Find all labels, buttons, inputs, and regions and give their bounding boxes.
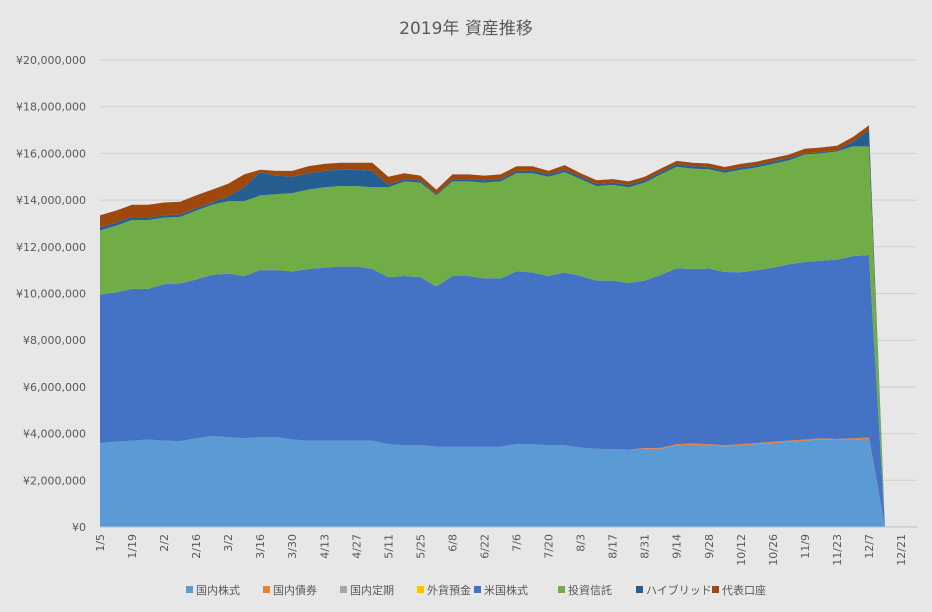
y-tick-label: ¥6,000,000: [23, 381, 86, 394]
legend-swatch: [417, 586, 424, 593]
legend-label: 外貨預金: [427, 583, 471, 597]
x-tick-label: 6/22: [478, 534, 491, 559]
legend-swatch: [474, 586, 481, 593]
legend: 国内株式 国内債券 国内定期 外貨預金 米国株式 投資信託 ハイブリッド 代表口座: [186, 583, 766, 597]
x-tick-label: 7/20: [543, 534, 556, 559]
legend-swatch: [340, 586, 347, 593]
y-tick-label: ¥8,000,000: [23, 334, 86, 347]
chart-title: 2019年 資産推移: [399, 19, 533, 39]
x-axis: 1/5 1/19 2/2 2/16 3/2 3/16 3/30 4/13 4/27 5/11 5/2…: [94, 526, 917, 566]
legend-item: ハイブリッド: [636, 583, 712, 597]
legend-label: 国内定期: [350, 583, 394, 597]
legend-label: 国内株式: [196, 583, 240, 597]
legend-item: 国内債券: [263, 583, 317, 597]
legend-swatch: [263, 586, 270, 593]
y-tick-label: ¥4,000,000: [23, 428, 86, 441]
legend-swatch: [636, 586, 643, 593]
x-tick-label: 3/30: [286, 534, 299, 559]
y-axis: ¥0 ¥2,000,000 ¥4,000,000 ¥6,000,000 ¥8,000,0…: [16, 54, 86, 534]
x-tick-label: 2/2: [158, 534, 171, 552]
legend-item: 投資信託: [558, 583, 612, 597]
legend-label: 米国株式: [484, 583, 528, 597]
x-tick-label: 12/21: [895, 534, 908, 566]
legend-item: 国内株式: [186, 583, 240, 597]
legend-swatch: [712, 586, 719, 593]
x-tick-label: 2/16: [190, 534, 203, 559]
legend-item: 米国株式: [474, 583, 528, 597]
x-tick-label: 7/6: [511, 534, 524, 552]
x-tick-label: 8/31: [639, 534, 652, 559]
legend-label: ハイブリッド: [646, 583, 712, 597]
series-area-米国株式: [100, 254, 885, 527]
x-tick-label: 1/5: [94, 534, 107, 552]
x-tick-label: 6/8: [446, 534, 459, 552]
y-tick-label: ¥2,000,000: [23, 474, 86, 487]
series-area-投資信託: [100, 146, 885, 527]
y-tick-label: ¥12,000,000: [16, 241, 86, 254]
legend-item: 代表口座: [712, 583, 766, 597]
x-tick-label: 10/26: [767, 534, 780, 566]
x-tick-label: 11/9: [799, 534, 812, 559]
x-tick-label: 8/3: [575, 534, 588, 552]
legend-swatch: [558, 586, 565, 593]
x-tick-label: 4/27: [350, 534, 363, 559]
y-tick-label: ¥16,000,000: [16, 147, 86, 160]
legend-label: 投資信託: [568, 583, 612, 597]
x-tick-label: 1/19: [126, 534, 139, 559]
x-tick-label: 11/23: [831, 534, 844, 566]
y-tick-label: ¥18,000,000: [16, 101, 86, 114]
x-tick-label: 12/7: [863, 534, 876, 559]
legend-label: 国内債券: [273, 583, 317, 597]
x-tick-label: 5/11: [382, 534, 395, 559]
x-tick-label: 9/28: [703, 534, 716, 559]
legend-item: 国内定期: [340, 583, 394, 597]
y-tick-label: ¥20,000,000: [16, 54, 86, 67]
legend-swatch: [186, 586, 193, 593]
legend-label: 代表口座: [722, 583, 766, 597]
x-tick-label: 5/25: [414, 534, 427, 559]
y-tick-label: ¥10,000,000: [16, 288, 86, 301]
x-tick-label: 9/14: [671, 534, 684, 559]
y-tick-label: ¥14,000,000: [16, 194, 86, 207]
x-tick-label: 8/17: [607, 534, 620, 559]
x-tick-label: 4/13: [318, 534, 331, 559]
x-tick-label: 3/2: [222, 534, 235, 552]
series-areas: [100, 125, 885, 528]
series-area-国内株式: [100, 435, 885, 527]
x-tick-label: 3/16: [254, 534, 267, 559]
legend-item: 外貨預金: [417, 583, 471, 597]
y-tick-label: ¥0: [72, 521, 86, 534]
x-tick-label: 10/12: [735, 534, 748, 566]
